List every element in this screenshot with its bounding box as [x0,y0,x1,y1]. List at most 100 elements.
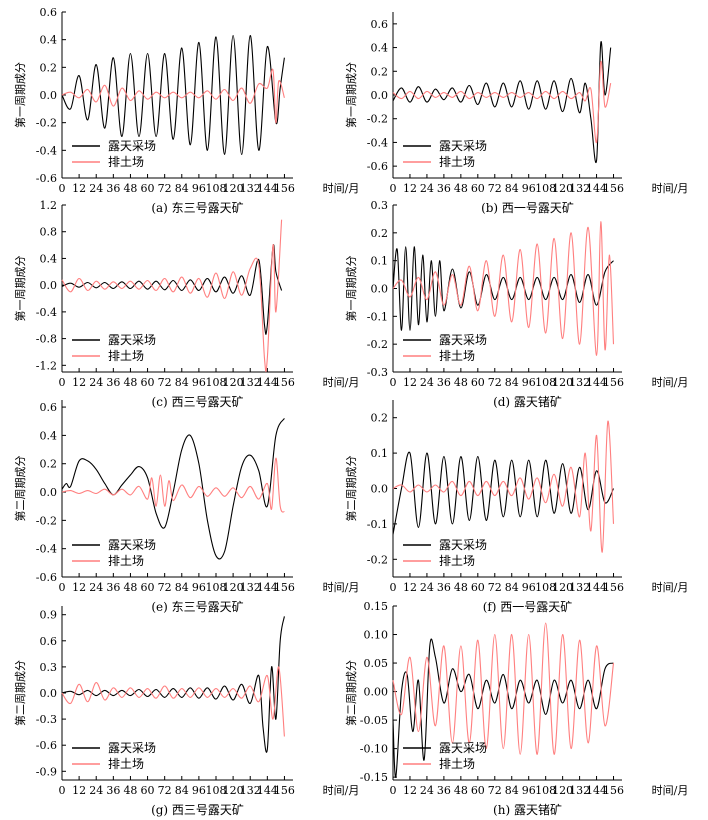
y-tick-label: 0.00 [364,686,389,699]
x-tick-label: 72 [488,784,502,797]
x-tick-label: 156 [603,182,624,195]
y-tick-label: -0.9 [36,765,57,778]
x-tick-label: 60 [141,784,155,797]
y-axis-label: 第二周期成分 [13,456,27,522]
x-tick-label: 108 [206,581,227,594]
legend-label: 露天采场 [108,741,156,755]
x-tick-label: 12 [72,376,86,389]
x-tick-label: 72 [488,376,502,389]
y-axis-label: 第二周期成分 [344,660,358,726]
y-tick-label: -1.2 [36,359,57,372]
x-tick-label: 120 [552,376,573,389]
panel-caption: (e) 东三号露天矿 [151,600,243,614]
x-tick-label: 156 [274,182,295,195]
series-line-mine [392,451,614,535]
x-tick-label: 132 [569,182,590,195]
x-tick-label: 12 [72,182,86,195]
y-tick-label: -0.2 [36,514,57,527]
y-tick-label: -0.3 [36,713,57,726]
x-tick-label: 0 [390,784,397,797]
series-line-mine [61,34,285,156]
x-tick-label: 48 [454,376,468,389]
x-tick-label: 60 [471,376,485,389]
x-tick-label: 96 [522,784,536,797]
x-tick-label: 36 [437,784,451,797]
x-tick-label: 60 [471,182,485,195]
x-tick-label: 144 [586,784,607,797]
x-tick-label: 12 [72,581,86,594]
x-tick-label: 156 [603,581,624,594]
x-tick-label: 108 [535,581,556,594]
x-tick-label: 48 [454,581,468,594]
y-tick-label: -0.2 [367,113,388,126]
y-tick-label: -0.15 [360,771,388,784]
x-axis-label: 时间/月 [652,182,689,195]
x-tick-label: 84 [505,784,519,797]
legend-label: 露天采场 [439,139,487,153]
x-tick-label: 132 [569,784,590,797]
y-tick-label: 0.05 [364,657,389,670]
series-line-dump [61,457,285,513]
legend-label: 露天采场 [108,333,156,347]
x-axis-label: 时间/月 [652,581,689,594]
x-tick-label: 108 [535,182,556,195]
y-tick-label: 0.0 [371,89,389,102]
x-tick-label: 48 [454,182,468,195]
legend-label: 排土场 [439,155,475,169]
x-tick-label: 24 [89,581,103,594]
legend-label: 排土场 [108,349,144,363]
legend-label: 露天采场 [108,538,156,552]
x-tick-label: 60 [141,376,155,389]
x-tick-label: 132 [240,182,261,195]
x-tick-label: 156 [603,376,624,389]
series-line-dump [61,68,285,124]
y-axis-label: 第二周期成分 [344,456,358,522]
y-tick-label: 0.2 [371,65,389,78]
y-tick-label: -0.1 [367,310,388,323]
y-tick-label: 0.6 [40,6,58,19]
series-line-dump [392,420,615,553]
x-tick-label: 120 [552,581,573,594]
series-line-mine [61,418,285,560]
y-tick-label: 0.2 [40,458,58,471]
y-tick-label: 0.15 [364,600,389,613]
x-tick-label: 132 [240,784,261,797]
x-tick-label: 144 [586,581,607,594]
x-tick-label: 108 [206,182,227,195]
legend-label: 排土场 [439,349,475,363]
x-tick-label: 12 [72,784,86,797]
x-tick-label: 0 [390,182,397,195]
y-tick-label: 0.2 [40,61,58,74]
x-tick-label: 36 [106,784,120,797]
x-tick-label: 12 [403,581,417,594]
x-tick-label: 156 [274,784,295,797]
y-tick-label: 0.3 [371,199,389,212]
y-tick-label: 0.0 [40,486,58,499]
series-line-mine [392,638,614,778]
x-tick-label: 108 [535,376,556,389]
x-axis-label: 时间/月 [323,376,360,389]
x-tick-label: 36 [437,581,451,594]
x-tick-label: 96 [192,784,206,797]
y-tick-label: -0.8 [36,333,57,346]
y-axis-label: 第一周期成分 [344,256,358,322]
panel-caption: (b) 西一号露天矿 [481,201,574,215]
x-tick-label: 24 [89,784,103,797]
x-tick-label: 120 [223,376,244,389]
y-tick-label: 0.0 [371,283,389,296]
x-tick-label: 120 [223,182,244,195]
x-tick-label: 0 [59,182,66,195]
x-tick-label: 24 [420,581,434,594]
y-tick-label: -0.6 [36,571,57,584]
y-tick-label: -0.2 [36,117,57,130]
y-tick-label: -0.3 [367,366,388,379]
panel-caption: (d) 露天锗矿 [493,394,562,409]
x-tick-label: 84 [505,376,519,389]
x-tick-label: 96 [522,182,536,195]
y-tick-label: 0.1 [371,447,389,460]
x-tick-label: 144 [586,376,607,389]
x-tick-label: 144 [586,182,607,195]
x-tick-label: 72 [488,182,502,195]
x-tick-label: 36 [106,376,120,389]
